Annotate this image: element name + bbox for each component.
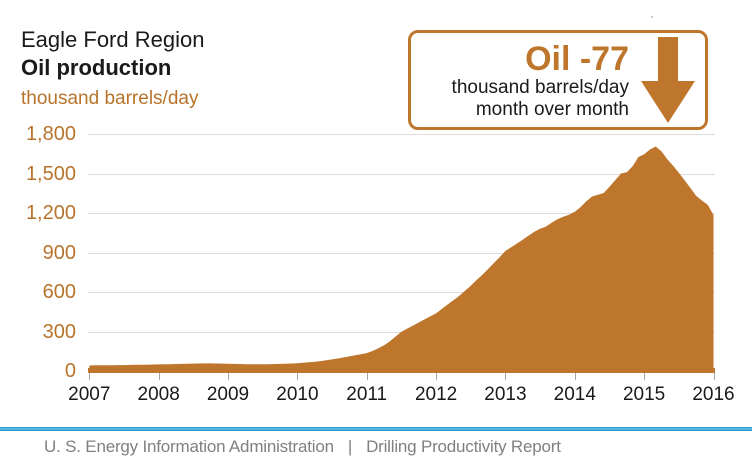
x-tick — [574, 373, 576, 380]
metric-title: Oil production — [21, 55, 172, 80]
gridline-1800 — [88, 134, 715, 135]
chart-header: Eagle Ford Region Oil production thousan… — [21, 26, 204, 111]
x-tick-label: 2010 — [276, 384, 319, 405]
callout-headline: Oil -77 — [525, 40, 629, 78]
y-tick-label: 1,500 — [25, 162, 76, 185]
x-tick-label: 2012 — [414, 384, 458, 405]
x-tick-label: 2007 — [68, 384, 111, 405]
gridline-1200 — [88, 213, 715, 214]
x-tick — [158, 373, 160, 380]
y-tick-label: 300 — [42, 320, 76, 343]
region-title: Eagle Ford Region — [21, 27, 205, 52]
x-tick — [297, 373, 299, 380]
unit-label: thousand barrels/day — [21, 88, 199, 109]
x-tick — [366, 373, 368, 380]
x-tick — [228, 373, 229, 380]
callout-period-line: month over month — [475, 99, 629, 120]
gridline-600 — [88, 292, 715, 293]
x-tick-label: 2015 — [622, 384, 666, 405]
x-tick — [713, 373, 715, 380]
gridline-1500 — [88, 173, 715, 175]
y-tick-label: 0 — [64, 360, 76, 382]
gridline-900 — [88, 252, 715, 254]
footer-attribution: U. S. Energy Information Administration |… — [44, 437, 561, 457]
x-tick-label: 2008 — [137, 384, 180, 405]
x-tick — [436, 373, 438, 380]
x-tick — [89, 373, 91, 380]
x-tick-label: 2013 — [484, 384, 527, 405]
y-tick-label: 1,800 — [25, 123, 76, 145]
x-axis-line — [88, 368, 715, 373]
footer-separator: | — [347, 437, 353, 456]
area-series — [89, 146, 714, 370]
x-tick-label: 2011 — [346, 384, 388, 405]
x-tick-label: 2014 — [553, 384, 596, 405]
footer-source: U. S. Energy Information Administration — [44, 437, 334, 456]
x-tick-label: 2009 — [206, 384, 250, 405]
stray-dot — [651, 16, 653, 18]
down-arrow-icon — [641, 37, 695, 123]
x-tick-label: 2016 — [692, 384, 735, 405]
month-over-month-callout: Oil -77 thousand barrels/day month over … — [408, 30, 708, 130]
y-tick-label: 600 — [42, 281, 76, 303]
y-tick-label: 1,200 — [25, 202, 76, 224]
x-tick — [644, 373, 646, 380]
footer-report: Drilling Productivity Report — [366, 437, 561, 456]
x-tick — [505, 373, 507, 380]
callout-text: Oil -77 thousand barrels/day month over … — [419, 39, 641, 121]
y-tick-label: 900 — [42, 241, 76, 264]
callout-unit-line: thousand barrels/day — [451, 77, 629, 98]
footer-divider-line — [0, 427, 752, 431]
